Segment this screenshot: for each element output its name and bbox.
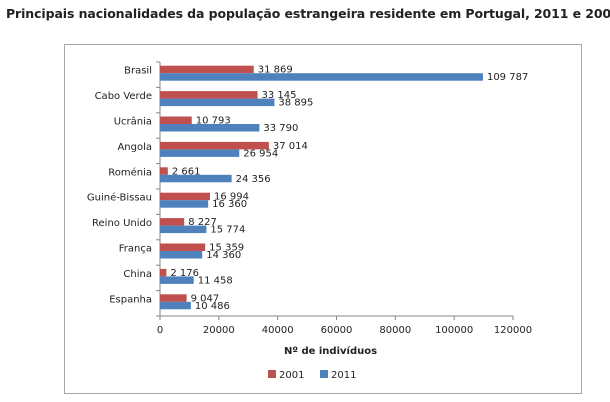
data-label-2001: 2 176 bbox=[170, 268, 199, 279]
bar-2011 bbox=[160, 200, 209, 208]
bar-2001 bbox=[160, 91, 258, 99]
bar-2011 bbox=[160, 174, 232, 183]
category-label: Espanha bbox=[109, 294, 152, 305]
bar-2001 bbox=[160, 268, 167, 277]
bar-2001 bbox=[160, 218, 185, 226]
category-label: Angola bbox=[117, 142, 152, 153]
legend-swatch-2011 bbox=[320, 370, 328, 378]
data-label-2001: 2 661 bbox=[172, 166, 201, 177]
data-label-2011: 14 360 bbox=[206, 250, 241, 261]
category-label: Roménia bbox=[108, 166, 152, 178]
bar-2011 bbox=[160, 98, 275, 107]
category-label: Cabo Verde bbox=[95, 91, 152, 102]
data-label-2011: 11 458 bbox=[198, 275, 233, 286]
bar-2001 bbox=[160, 294, 187, 302]
x-tick-label: 100000 bbox=[435, 325, 473, 336]
data-label-2001: 37 014 bbox=[273, 141, 308, 152]
bar-2001 bbox=[160, 141, 269, 150]
data-label-2011: 26 954 bbox=[243, 148, 278, 159]
legend-swatch-2001 bbox=[268, 370, 276, 378]
x-axis-title: Nº de indivíduos bbox=[284, 345, 377, 357]
legend-label-2011: 2011 bbox=[331, 370, 356, 381]
bar-2011 bbox=[160, 251, 203, 259]
data-label-2001: 31 869 bbox=[258, 65, 293, 76]
data-label-2001: 16 994 bbox=[214, 192, 249, 203]
bar-2001 bbox=[160, 116, 192, 124]
x-tick-label: 60000 bbox=[321, 325, 353, 336]
bar-2001 bbox=[160, 192, 210, 201]
bar-2011 bbox=[160, 276, 194, 284]
chart-title: Principais nacionalidades da população e… bbox=[6, 6, 610, 21]
x-tick-label: 40000 bbox=[262, 325, 294, 336]
category-label: Reino Unido bbox=[92, 218, 152, 229]
x-tick-label: 0 bbox=[157, 325, 163, 336]
category-label: Brasil bbox=[124, 66, 152, 77]
category-label: França bbox=[119, 244, 152, 255]
x-tick-label: 20000 bbox=[203, 325, 235, 336]
bar-2001 bbox=[160, 167, 168, 175]
bar-2011 bbox=[160, 149, 240, 157]
data-label-2001: 33 145 bbox=[262, 90, 297, 101]
data-label-2011: 33 790 bbox=[263, 123, 298, 134]
data-label-2011: 38 895 bbox=[278, 98, 313, 109]
data-label-2011: 109 787 bbox=[487, 72, 528, 83]
bar-2001 bbox=[160, 65, 254, 74]
data-label-2011: 10 486 bbox=[195, 301, 230, 312]
bar-2001 bbox=[160, 243, 206, 251]
data-label-2011: 16 360 bbox=[212, 199, 247, 210]
bar-2011 bbox=[160, 301, 191, 310]
data-label-2011: 24 356 bbox=[236, 174, 271, 185]
bar-2011 bbox=[160, 124, 260, 132]
chart-area bbox=[64, 44, 582, 394]
legend-label-2001: 2001 bbox=[279, 370, 304, 381]
data-label-2001: 15 359 bbox=[209, 243, 244, 254]
bar-2011 bbox=[160, 73, 483, 81]
category-label: Ucrânia bbox=[114, 116, 152, 128]
category-label: Guiné-Bissau bbox=[87, 192, 152, 204]
data-label-2001: 10 793 bbox=[196, 116, 231, 127]
data-label-2001: 8 227 bbox=[188, 217, 217, 228]
data-label-2001: 9 047 bbox=[191, 293, 220, 304]
x-tick-label: 120000 bbox=[494, 325, 532, 336]
x-tick-label: 80000 bbox=[379, 325, 411, 336]
category-label: China bbox=[123, 269, 152, 280]
bar-2011 bbox=[160, 225, 207, 234]
data-label-2011: 15 774 bbox=[210, 225, 245, 236]
